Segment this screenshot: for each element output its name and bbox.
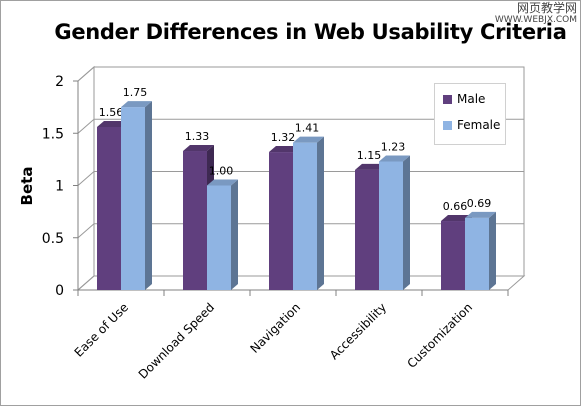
bar-top-female — [379, 155, 410, 162]
bar-male — [97, 126, 121, 290]
legend: Male Female — [434, 83, 506, 145]
data-label: 1.23 — [381, 140, 406, 153]
legend-item-male: Male — [443, 91, 485, 107]
legend-swatch-male — [443, 94, 452, 104]
bar-side-female — [145, 101, 152, 290]
x-tick-label: Accessibility — [327, 300, 389, 362]
bar-side-female — [403, 155, 410, 290]
bar-male — [183, 151, 207, 290]
watermark-text: 网页教学网 — [516, 1, 577, 15]
x-tick-label: Ease of Use — [72, 300, 132, 360]
bar-male — [355, 169, 379, 290]
x-tick-label: Navigation — [247, 300, 303, 356]
bar-top-male — [441, 215, 472, 222]
y-tick-label: 1.5 — [42, 126, 64, 142]
y-tick-label: 1 — [55, 179, 64, 195]
gridline — [77, 118, 524, 134]
data-label: 1.56 — [99, 106, 124, 119]
bar-male — [269, 152, 293, 290]
bar-top-female — [121, 101, 152, 108]
x-tick-label: Download Speed — [136, 300, 217, 381]
bar-side-female — [317, 136, 324, 290]
data-label: 0.66 — [443, 200, 468, 213]
data-label: 1.00 — [209, 165, 234, 178]
bar-side-female — [231, 179, 238, 290]
bar-top-male — [355, 163, 386, 170]
data-label: 1.15 — [357, 149, 382, 162]
bar-top-female — [465, 211, 496, 218]
legend-swatch-female — [443, 120, 452, 130]
legend-label-male: Male — [457, 92, 486, 106]
y-axis-label: Beta — [18, 167, 36, 206]
data-label: 0.69 — [467, 197, 492, 210]
legend-label-female: Female — [457, 118, 501, 132]
data-label: 1.32 — [271, 131, 296, 144]
bar-top-male — [97, 120, 128, 127]
bar-female — [207, 185, 231, 290]
y-tick-label: 2 — [55, 74, 64, 90]
bar-side-female — [489, 211, 496, 290]
bar-top-male — [269, 146, 300, 153]
watermark-url: WWW.WEBJX.COM — [494, 15, 577, 25]
bar-female — [293, 142, 317, 290]
watermark: 网页教学网 WWW.WEBJX.COM — [495, 2, 577, 26]
x-tick-label: Customization — [404, 300, 475, 371]
data-label: 1.33 — [185, 130, 210, 143]
bar-female — [379, 161, 403, 290]
legend-item-female: Female — [443, 117, 500, 133]
bar-top-female — [293, 136, 324, 143]
bar-top-male — [183, 145, 214, 152]
bar-female — [121, 107, 145, 290]
bar-top-female — [207, 179, 238, 186]
data-label: 1.75 — [123, 86, 148, 99]
bar-male — [441, 221, 465, 290]
chart-title: Gender Differences in Web Usability Crit… — [54, 20, 567, 44]
y-tick-label: 0.5 — [42, 231, 64, 247]
gridline — [77, 66, 524, 82]
data-label: 1.41 — [295, 122, 320, 135]
bar-female — [465, 217, 489, 290]
y-tick-label: 0 — [55, 283, 64, 299]
